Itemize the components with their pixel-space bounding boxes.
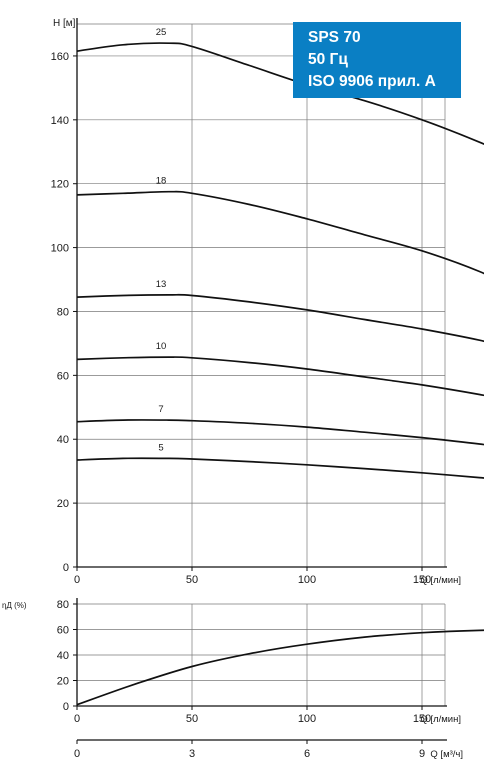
x-tick-label: 0 [74,713,80,725]
y-tick-label: 60 [57,370,69,382]
y-axis-title: ηД (%) [2,601,27,610]
y-tick-label: 0 [63,562,69,574]
curve-label: 10 [156,341,167,352]
x-axis-title: Q [л/мин] [420,575,461,586]
y-tick-label: 40 [57,650,69,662]
curve-7 [76,419,484,446]
flow-m3h-axis: 03691215Q [м³/ч] [74,739,463,760]
x-tick-label: 50 [186,574,198,586]
x-tick-label: 150 [413,574,431,586]
efficiency-chart-grid [73,598,447,710]
y-axis-title: H [м] [53,18,76,29]
x-tick-label: 50 [186,713,198,725]
y-tick-label: 160 [51,51,69,63]
badge-frequency: 50 Гц [308,51,348,68]
y-tick-label: 20 [57,676,69,688]
y-tick-label: 80 [57,306,69,318]
x-tick-label: 100 [298,574,316,586]
curve-5 [76,457,484,479]
y-tick-label: 100 [51,243,69,255]
x-tick-label: 150 [413,713,431,725]
curve-efficiency [76,629,484,706]
head-curves [76,42,484,479]
efficiency-chart-labels: 050100150200250020406080ηД (%)Q [л/мин] [2,599,461,725]
curve-label: 25 [156,27,167,38]
x-tick-label: 0 [74,574,80,586]
efficiency-curves [76,629,484,706]
curve-10 [76,356,484,397]
curve-label: 5 [158,442,163,453]
y-tick-label: 20 [57,498,69,510]
m3h-tick-label: 6 [304,748,310,760]
m3h-tick-label: 0 [74,748,80,760]
head-chart-labels: 050100150200250020406080100120140160H [м… [51,18,461,586]
x-axis-title: Q [л/мин] [420,714,461,725]
curve-label: 7 [158,404,163,415]
badge-model: SPS 70 [308,29,361,46]
y-tick-label: 60 [57,625,69,637]
badge-standard: ISO 9906 прил. A [308,73,436,90]
m3h-tick-label: 3 [189,748,195,760]
y-tick-label: 140 [51,115,69,127]
m3h-axis-title: Q [м³/ч] [430,749,463,760]
pump-model-badge: SPS 70 50 Гц ISO 9906 прил. A [293,22,461,98]
curve-label: 13 [156,279,167,290]
x-tick-label: 100 [298,713,316,725]
y-tick-label: 0 [63,701,69,713]
curve-label: 18 [156,176,167,187]
y-tick-label: 40 [57,434,69,446]
curve-13 [76,293,484,343]
y-tick-label: 80 [57,599,69,611]
y-tick-label: 120 [51,179,69,191]
curve-18 [76,190,484,275]
m3h-tick-label: 9 [419,748,425,760]
curve-25 [76,42,484,145]
